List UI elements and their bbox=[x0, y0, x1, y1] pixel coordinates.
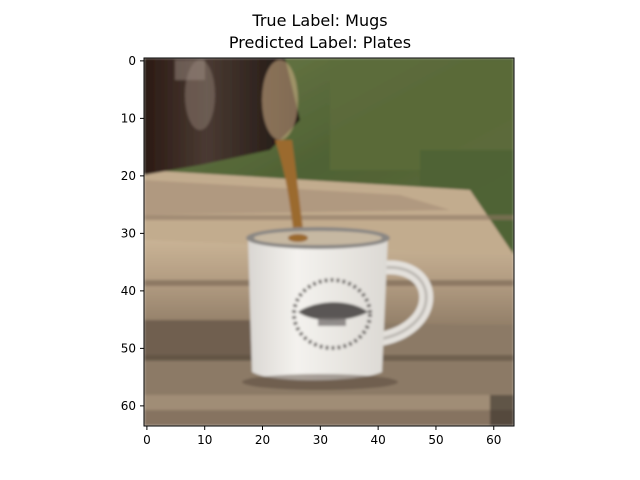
y-tick-label: 60 bbox=[121, 399, 136, 413]
x-tick-label: 50 bbox=[428, 433, 443, 447]
x-tick-label: 30 bbox=[313, 433, 328, 447]
title-predicted-label: Predicted Label: Plates bbox=[228, 33, 412, 52]
x-tick-label: 10 bbox=[197, 433, 212, 447]
x-tick-label: 0 bbox=[143, 433, 151, 447]
y-tick-label: 20 bbox=[121, 169, 136, 183]
y-axis: 0 10 20 30 40 50 60 bbox=[121, 54, 144, 413]
y-tick-label: 40 bbox=[121, 284, 136, 298]
x-tick-label: 20 bbox=[255, 433, 270, 447]
axes-frame bbox=[143, 57, 515, 427]
coffee-stream bbox=[275, 140, 305, 245]
x-tick-label: 60 bbox=[486, 433, 501, 447]
photo bbox=[144, 58, 514, 426]
title-true-label: True Label: Mugs bbox=[252, 11, 388, 30]
y-tick-label: 30 bbox=[121, 226, 136, 240]
y-tick-label: 0 bbox=[128, 54, 136, 68]
coffee-pot bbox=[144, 58, 300, 175]
x-tick-label: 40 bbox=[371, 433, 386, 447]
y-tick-label: 10 bbox=[121, 111, 136, 125]
y-tick-label: 50 bbox=[121, 341, 136, 355]
x-axis: 0 10 20 30 40 50 60 bbox=[143, 426, 501, 447]
mug-emblem bbox=[292, 278, 372, 350]
